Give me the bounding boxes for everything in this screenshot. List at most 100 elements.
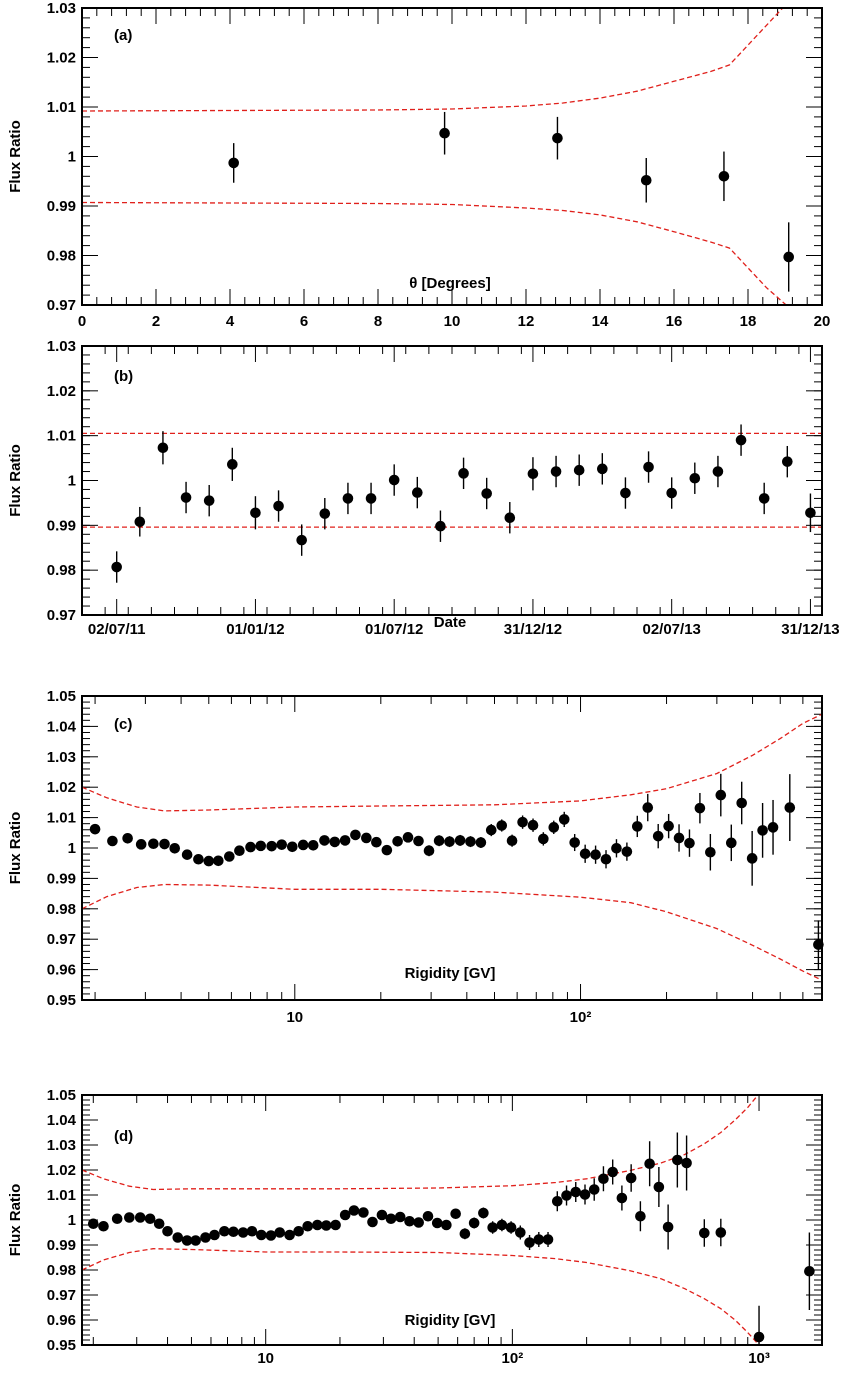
data-point — [783, 251, 794, 263]
data-point — [475, 837, 487, 848]
data-point — [237, 1227, 249, 1238]
x-tick-label: 6 — [300, 313, 308, 330]
y-tick-label: 1.05 — [47, 688, 76, 705]
data-point — [172, 1232, 184, 1243]
data-point — [111, 561, 122, 573]
plot-frame — [81, 1094, 823, 1346]
x-tick-label: 20 — [814, 313, 831, 330]
data-point — [715, 1227, 727, 1238]
data-point — [625, 1172, 637, 1184]
y-tick-label: 0.98 — [47, 901, 76, 918]
data-point — [712, 466, 724, 477]
data-point — [307, 839, 319, 851]
data-point — [579, 848, 591, 860]
data-point — [392, 836, 403, 847]
y-tick-label: 1 — [68, 1212, 76, 1229]
data-point — [365, 493, 377, 504]
data-point — [441, 1219, 452, 1231]
data-point — [757, 825, 768, 836]
data-point — [228, 1226, 239, 1238]
data-point — [590, 849, 601, 860]
y-tick-label: 0.96 — [47, 1312, 76, 1329]
data-point — [153, 1218, 165, 1230]
data-point — [320, 1220, 332, 1231]
x-tick-label: 2 — [152, 313, 160, 330]
y-tick-label: 0.97 — [47, 607, 76, 624]
y-tick-label: 0.98 — [47, 562, 76, 579]
data-point — [159, 838, 170, 850]
data-point — [736, 797, 748, 809]
data-point — [478, 1207, 489, 1219]
data-point — [339, 1209, 351, 1221]
data-point — [162, 1225, 173, 1237]
data-point — [297, 839, 309, 851]
data-point — [548, 822, 560, 833]
data-point — [517, 816, 528, 828]
x-tick-label: 10 — [444, 313, 461, 330]
x-tick-label: 14 — [592, 313, 609, 330]
data-point — [524, 1237, 535, 1248]
data-point — [611, 843, 622, 854]
data-point — [276, 839, 288, 850]
data-point — [784, 802, 796, 813]
data-point — [350, 829, 361, 841]
y-axis-title: Flux Ratio — [7, 444, 24, 517]
y-tick-label: 0.96 — [47, 962, 76, 979]
data-point — [413, 835, 424, 847]
data-point — [805, 507, 816, 519]
band-lower-line — [82, 1248, 760, 1345]
data-point — [180, 492, 192, 503]
data-point — [506, 835, 518, 847]
data-point — [190, 1235, 201, 1246]
chart-panel-d: 0.95 0.96 0.97 0.98 0.99 1 1.01 1.02 1.03 1.04 1.0… — [7, 1087, 823, 1367]
data-point — [444, 836, 455, 847]
data-point — [558, 814, 570, 825]
data-point — [148, 838, 159, 850]
data-point — [487, 1222, 498, 1233]
data-point — [653, 1181, 665, 1193]
data-point — [505, 1222, 517, 1233]
data-point — [561, 1190, 572, 1201]
data-point — [551, 1195, 563, 1207]
plot-frame — [81, 7, 823, 306]
data-point — [144, 1213, 156, 1225]
data-point — [600, 853, 612, 865]
data-point — [302, 1220, 313, 1232]
data-point — [640, 174, 652, 186]
data-point — [620, 487, 631, 499]
data-point — [234, 845, 245, 857]
data-point — [319, 835, 330, 846]
y-axis-title: Flux Ratio — [7, 812, 24, 885]
y-tick-label: 1.01 — [47, 1187, 76, 1204]
data-point — [725, 837, 737, 849]
y-tick-label: 0.98 — [47, 1262, 76, 1279]
x-tick-label: 02/07/11 — [88, 621, 146, 638]
y-axis-title: Flux Ratio — [7, 1184, 24, 1257]
data-point — [348, 1205, 360, 1216]
data-point — [319, 508, 331, 519]
data-point — [431, 1217, 443, 1229]
data-point — [273, 500, 284, 512]
x-tick-label: 12 — [518, 313, 535, 330]
data-point — [573, 464, 585, 476]
x-tick-label: 01/07/12 — [365, 621, 423, 638]
band-lower-line — [82, 883, 822, 981]
data-point — [329, 836, 341, 848]
band-upper-line — [82, 8, 784, 112]
data-point — [569, 837, 580, 848]
data-point — [228, 157, 239, 169]
data-point — [381, 844, 393, 856]
chart-panel-c: 0.95 0.96 0.97 0.98 0.99 1 1.01 1.02 1.03 1.04 1.0… — [7, 688, 824, 1026]
data-point — [107, 835, 118, 847]
x-tick-label: 10² — [570, 1009, 592, 1026]
data-point — [203, 495, 215, 506]
data-point — [643, 461, 654, 473]
y-tick-label: 1.04 — [47, 718, 77, 735]
data-point — [485, 824, 497, 836]
data-point — [193, 853, 204, 865]
panel-label: (a) — [114, 27, 132, 44]
data-point — [413, 1217, 424, 1228]
data-point — [227, 459, 238, 470]
data-point — [404, 1215, 415, 1227]
y-tick-label: 0.97 — [47, 1287, 76, 1304]
